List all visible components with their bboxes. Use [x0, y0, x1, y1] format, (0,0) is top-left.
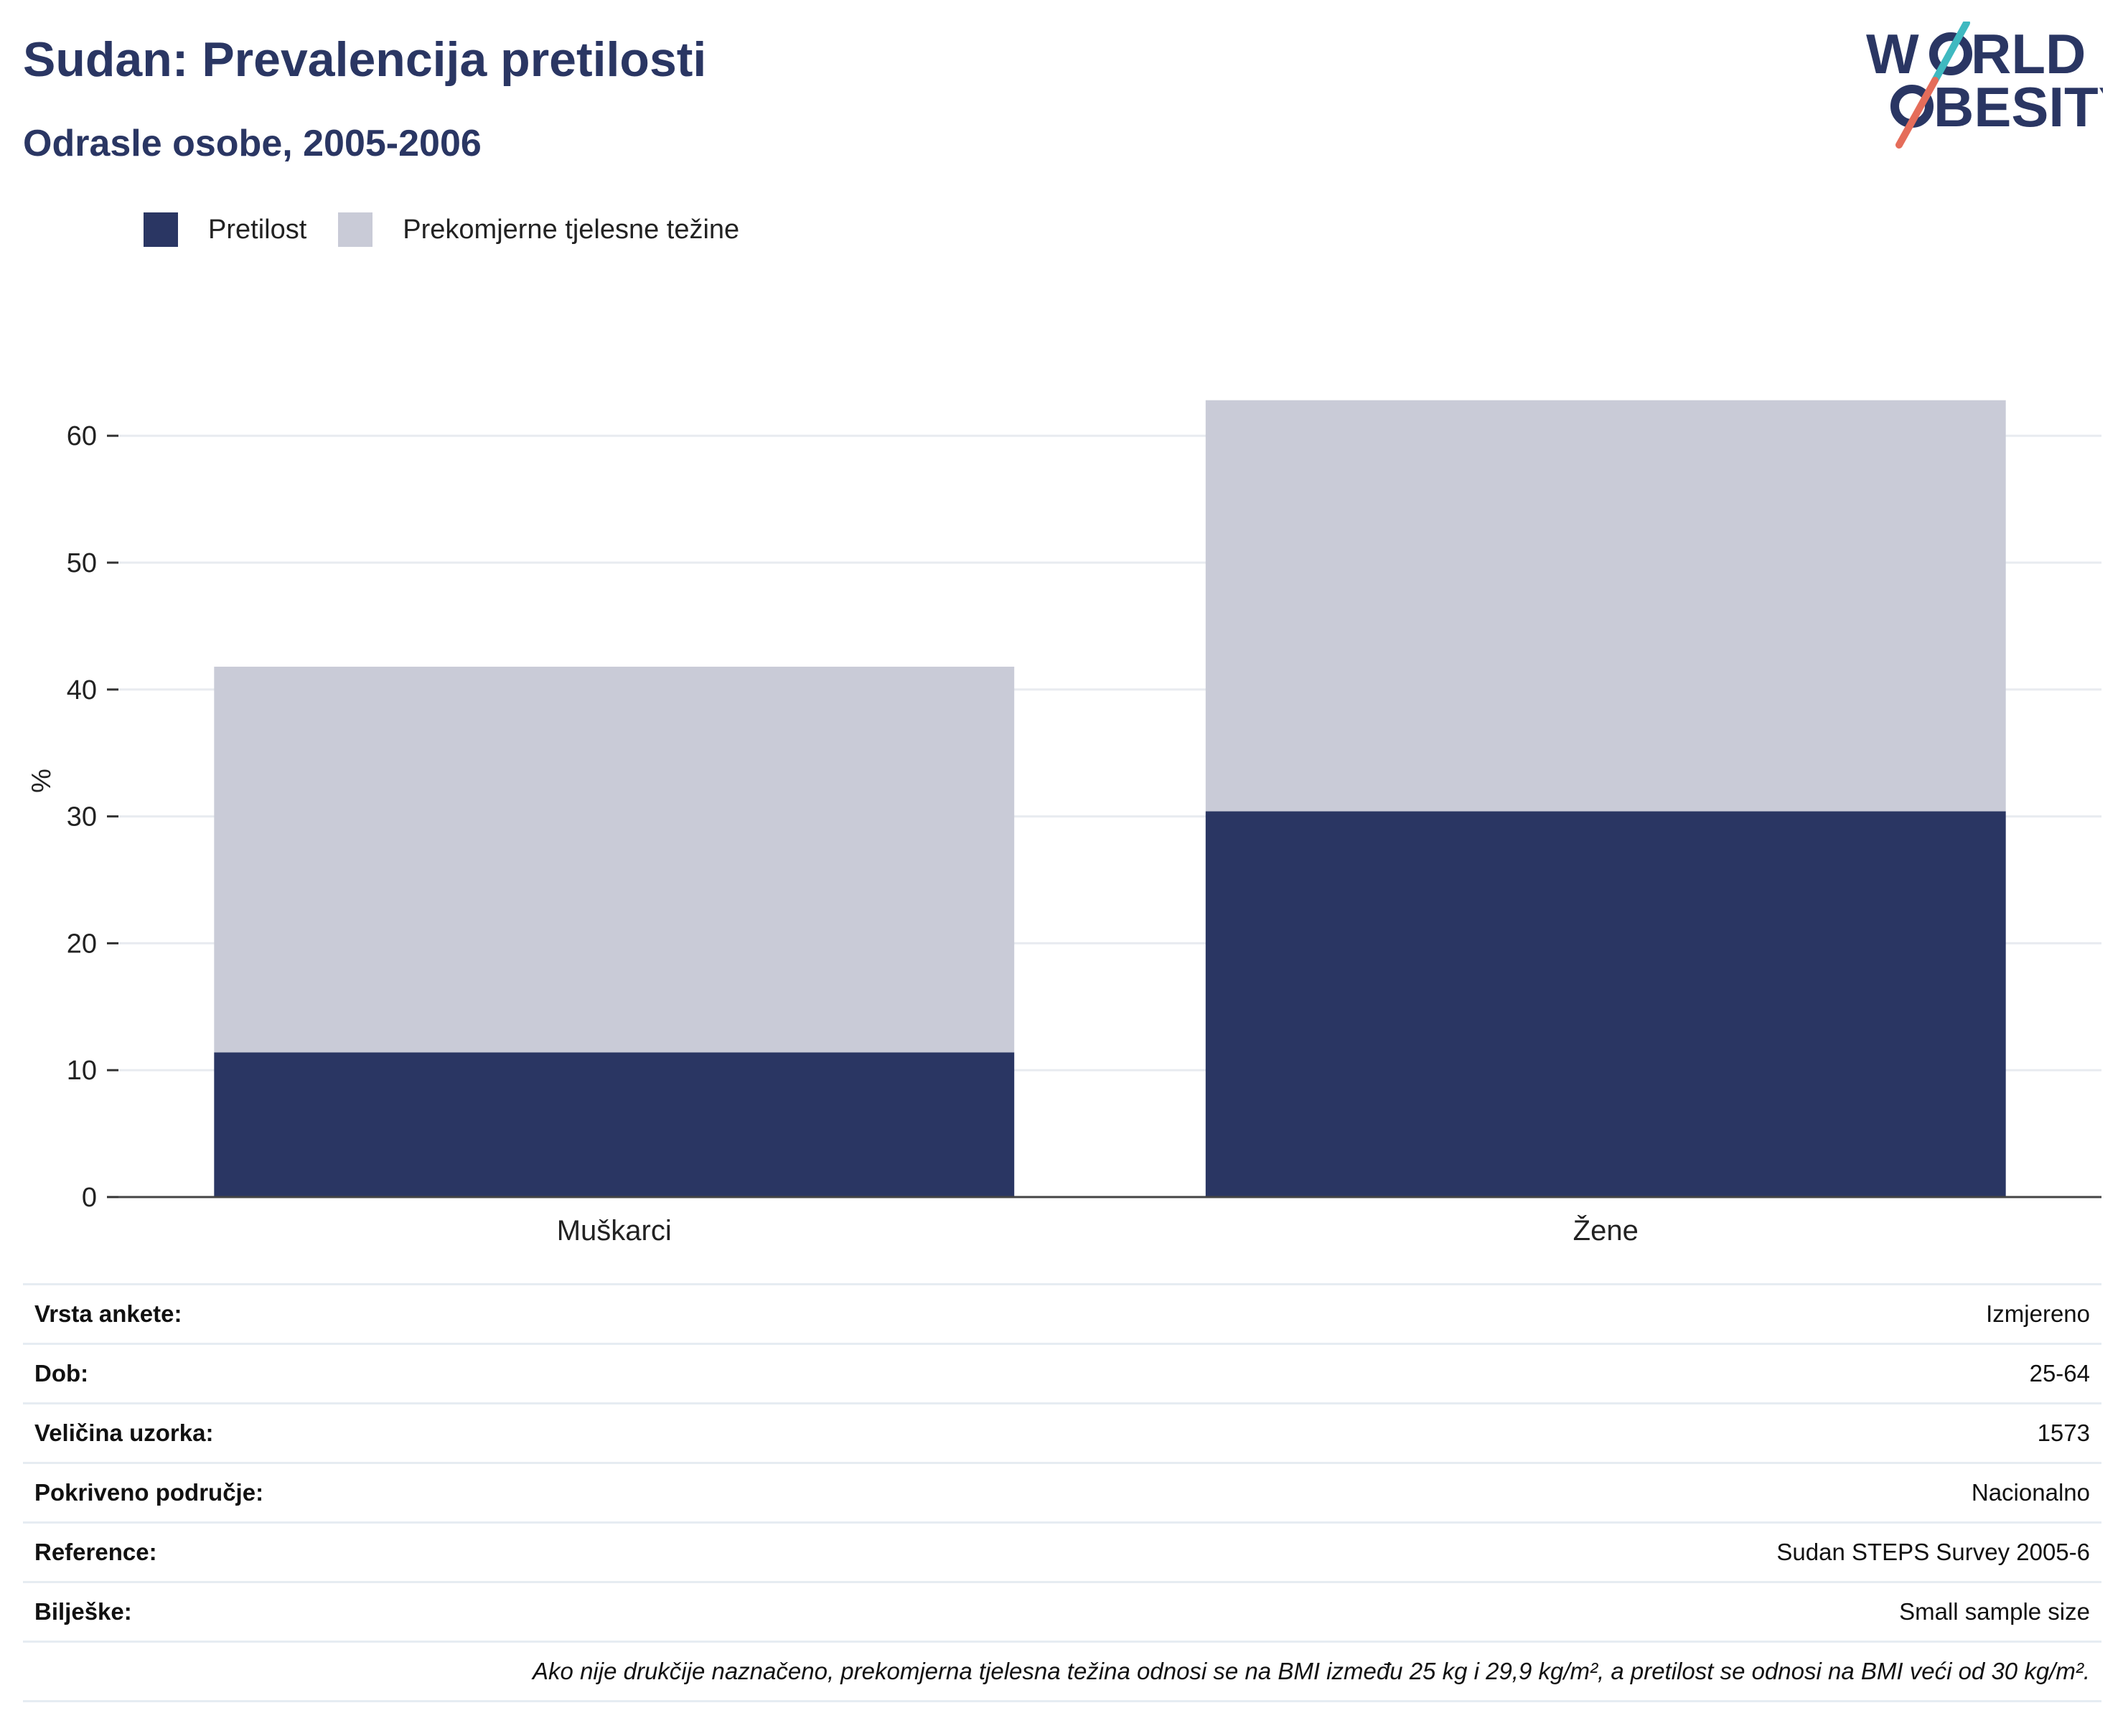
logo-o-ring-top: [1929, 32, 1972, 75]
legend-item-prekomjerne[interactable]: Prekomjerne tjelesne težine: [338, 212, 739, 247]
legend-label-pretilost: Pretilost: [208, 214, 307, 245]
info-value: 25-64: [913, 1343, 2101, 1404]
y-tick-label: 30: [67, 802, 97, 832]
info-key: Veličina uzorka:: [23, 1402, 914, 1463]
survey-info-table: Vrsta ankete: Izmjereno Dob: 25-64 Velič…: [23, 1283, 2101, 1702]
info-value: Izmjereno: [913, 1283, 2101, 1344]
legend-swatch-prekomjerne: [338, 212, 373, 247]
table-row: Ako nije drukčije naznačeno, prekomjerna…: [23, 1641, 2101, 1702]
y-tick-label: 20: [67, 929, 97, 959]
chart-legend: Pretilost Prekomjerne tjelesne težine: [144, 212, 771, 247]
info-value: Sudan STEPS Survey 2005-6: [913, 1521, 2101, 1582]
info-key: Dob:: [23, 1343, 914, 1404]
table-row: Pokriveno područje: Nacionalno: [23, 1462, 2101, 1523]
chart-title: Sudan: Prevalencija pretilosti: [23, 32, 707, 87]
logo-slash-coral: [1895, 77, 1939, 149]
y-tick-label: 60: [67, 421, 97, 451]
info-key: Pokriveno područje:: [23, 1462, 914, 1523]
info-value: 1573: [913, 1402, 2101, 1463]
logo-line2: BESITY: [1934, 75, 2103, 139]
table-row: Reference: Sudan STEPS Survey 2005-6: [23, 1521, 2101, 1582]
x-tick-label: Žene: [1573, 1214, 1639, 1247]
info-value: Nacionalno: [913, 1462, 2101, 1523]
bar-prekomjerne: [1205, 400, 2006, 812]
y-tick-label: 10: [67, 1056, 97, 1086]
bar-pretilost: [214, 1052, 1015, 1197]
table-row: Veličina uzorka: 1573: [23, 1402, 2101, 1463]
logo-line1b: RLD: [1971, 22, 2086, 85]
info-key: Reference:: [23, 1521, 914, 1582]
table-row: Dob: 25-64: [23, 1343, 2101, 1404]
logo-slash-teal: [1931, 22, 1970, 84]
info-value: Small sample size: [913, 1581, 2101, 1642]
legend-label-prekomjerne: Prekomjerne tjelesne težine: [403, 214, 740, 245]
x-tick-label: Muškarci: [557, 1215, 672, 1247]
y-axis-label: %: [27, 769, 57, 793]
world-obesity-logo: W RLD BESITY: [1866, 22, 2103, 149]
table-row: Bilješke: Small sample size: [23, 1581, 2101, 1642]
legend-swatch-pretilost: [144, 212, 178, 247]
bar-chart: 0 10 20 30 40 50 60% Muškarci Žene: [27, 400, 2101, 1247]
footnote: Ako nije drukčije naznačeno, prekomjerna…: [23, 1641, 2101, 1702]
legend-item-pretilost[interactable]: Pretilost: [144, 212, 306, 247]
info-key: Vrsta ankete:: [23, 1283, 914, 1344]
bar-pretilost: [1205, 811, 2006, 1197]
chart-subtitle: Odrasle osobe, 2005-2006: [23, 123, 482, 164]
y-tick-label: 40: [67, 675, 97, 705]
bar-prekomjerne: [214, 666, 1015, 1053]
y-tick-label: 50: [67, 548, 97, 578]
logo-line1: W: [1866, 22, 1919, 85]
info-key: Bilješke:: [23, 1581, 914, 1642]
y-tick-label: 0: [82, 1183, 97, 1213]
table-row: Vrsta ankete: Izmjereno: [23, 1283, 2101, 1344]
